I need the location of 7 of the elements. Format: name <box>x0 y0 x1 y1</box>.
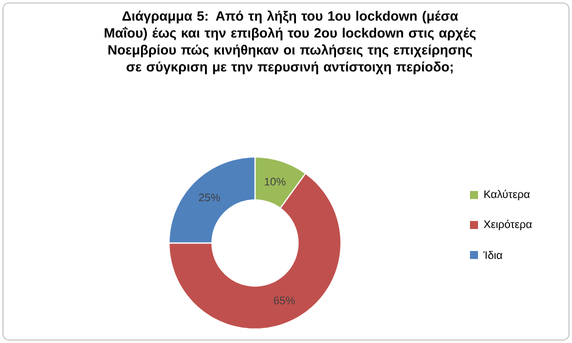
data-label: 25% <box>198 194 220 202</box>
legend-label: Ίδια <box>483 250 502 260</box>
chart-title: Διάγραμμα 5: Από τη λήξη του 1ου lockdown (μέσα Μαΐου) έως και την επιβολή του 2ου lockdown στις αρχές Νοεμβρίου πώς κινήθηκαν οι πωλήσεις της επιχείρησης σε σύγκριση με την περυσινή αντίστοιχη περίοδο; <box>104 10 476 74</box>
legend-label: Καλύτερα <box>484 190 530 200</box>
legend-label: Χειρότερα <box>484 220 532 230</box>
data-label: 10% <box>264 178 286 186</box>
data-label: 65% <box>274 296 295 304</box>
